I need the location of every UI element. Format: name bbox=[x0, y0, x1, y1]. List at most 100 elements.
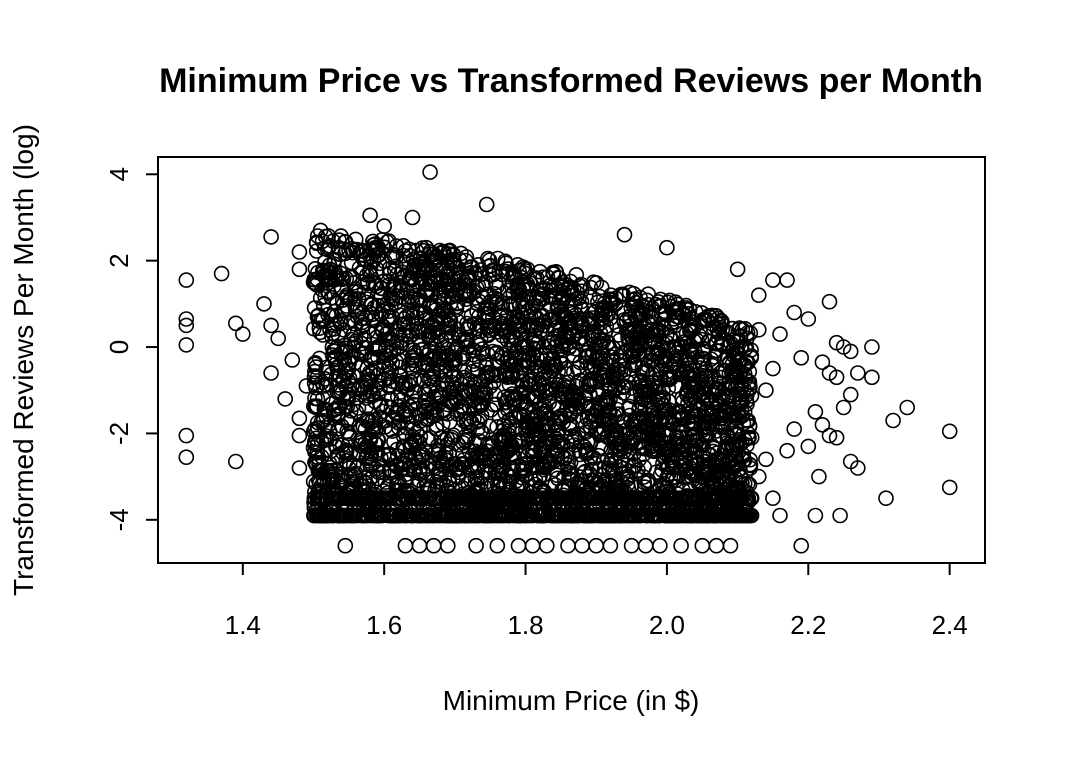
dense-point bbox=[392, 507, 408, 524]
dense-point bbox=[734, 408, 750, 424]
dense-point bbox=[585, 472, 602, 488]
dense-point bbox=[503, 313, 520, 330]
dense-point bbox=[499, 369, 516, 386]
dense-point bbox=[687, 344, 703, 360]
dense-point bbox=[525, 340, 542, 356]
dense-point bbox=[401, 373, 418, 390]
scatter-point bbox=[736, 403, 753, 420]
scatter-point bbox=[524, 537, 541, 554]
scatter-points bbox=[178, 164, 958, 554]
dense-point bbox=[664, 415, 681, 431]
dense-point bbox=[434, 415, 451, 432]
dense-point bbox=[481, 258, 498, 275]
dense-point bbox=[388, 238, 405, 254]
dense-point bbox=[489, 291, 505, 308]
dense-point bbox=[395, 326, 412, 343]
dense-point bbox=[541, 338, 557, 355]
scatter-point bbox=[878, 490, 894, 507]
scatter-point bbox=[637, 537, 654, 554]
dense-point bbox=[704, 438, 721, 455]
dense-point bbox=[572, 354, 588, 371]
scatter-point bbox=[814, 416, 831, 433]
dense-point bbox=[677, 450, 693, 466]
dense-point bbox=[351, 381, 368, 398]
dense-point bbox=[425, 507, 441, 524]
dense-point bbox=[321, 423, 338, 440]
dense-point bbox=[315, 390, 331, 407]
dense-point bbox=[309, 490, 326, 507]
scatter-point bbox=[411, 537, 428, 554]
dense-point bbox=[636, 391, 653, 407]
dense-point bbox=[362, 383, 379, 399]
x-tick-label: 2.2 bbox=[790, 610, 826, 640]
dense-point bbox=[582, 279, 599, 296]
dense-point bbox=[446, 489, 463, 506]
dense-point bbox=[486, 452, 503, 469]
dense-point bbox=[469, 421, 486, 437]
dense-point bbox=[348, 403, 365, 420]
dense-point bbox=[643, 437, 660, 454]
dense-point bbox=[363, 296, 380, 312]
dense-point bbox=[529, 289, 545, 306]
dense-point bbox=[422, 282, 439, 299]
dense-point bbox=[646, 507, 663, 524]
dense-point bbox=[399, 419, 415, 436]
dense-point bbox=[367, 236, 383, 252]
dense-point bbox=[352, 437, 369, 454]
dense-point bbox=[419, 285, 436, 302]
dense-point bbox=[516, 300, 533, 316]
dense-point bbox=[742, 456, 758, 473]
dense-point bbox=[517, 507, 534, 524]
dense-point bbox=[562, 421, 579, 438]
scatter-point bbox=[291, 261, 308, 278]
dense-point bbox=[656, 507, 673, 524]
dense-point bbox=[556, 469, 572, 485]
dense-point bbox=[358, 461, 375, 478]
dense-point bbox=[525, 429, 542, 445]
dense-point bbox=[587, 455, 603, 472]
dense-point bbox=[326, 303, 343, 320]
dense-point bbox=[403, 270, 420, 287]
dense-point bbox=[397, 490, 414, 507]
dense-point bbox=[558, 336, 574, 353]
dense-point bbox=[432, 262, 448, 278]
dense-point bbox=[615, 384, 632, 401]
scatter-point bbox=[835, 399, 852, 416]
dense-point bbox=[414, 452, 431, 469]
dense-point bbox=[573, 283, 590, 300]
dense-point bbox=[655, 320, 672, 337]
dense-point bbox=[430, 328, 446, 344]
x-tick-label: 1.8 bbox=[507, 610, 543, 640]
dense-point bbox=[620, 507, 637, 524]
dense-point bbox=[673, 423, 690, 440]
dense-point bbox=[305, 439, 322, 456]
y-tick-label: 0 bbox=[104, 340, 134, 354]
dense-point bbox=[662, 439, 679, 455]
scatter-point bbox=[821, 427, 838, 444]
scatter-point bbox=[849, 365, 866, 381]
dense-point bbox=[489, 454, 505, 470]
dense-point bbox=[323, 430, 340, 447]
dense-point bbox=[415, 341, 432, 357]
chart-title: Minimum Price vs Transformed Reviews per… bbox=[159, 62, 983, 100]
dense-point bbox=[387, 249, 404, 266]
dense-point bbox=[621, 437, 637, 454]
scatter-point bbox=[616, 226, 633, 243]
dense-point bbox=[620, 452, 637, 469]
dense-point bbox=[530, 316, 547, 333]
dense-point bbox=[365, 275, 382, 292]
dense-point bbox=[431, 345, 448, 361]
scatter-point bbox=[213, 265, 230, 282]
dense-point bbox=[383, 461, 399, 478]
dense-point bbox=[464, 363, 481, 380]
dense-point bbox=[597, 369, 613, 386]
dense-point bbox=[512, 317, 528, 334]
x-axis-label: Minimum Price (in $) bbox=[443, 685, 700, 716]
dense-point bbox=[625, 285, 642, 302]
dense-point-cloud bbox=[305, 228, 760, 524]
dense-point bbox=[718, 507, 735, 524]
dense-point bbox=[561, 315, 578, 332]
dense-point bbox=[622, 308, 638, 325]
scatter-point bbox=[397, 537, 414, 554]
dense-point bbox=[715, 388, 731, 405]
